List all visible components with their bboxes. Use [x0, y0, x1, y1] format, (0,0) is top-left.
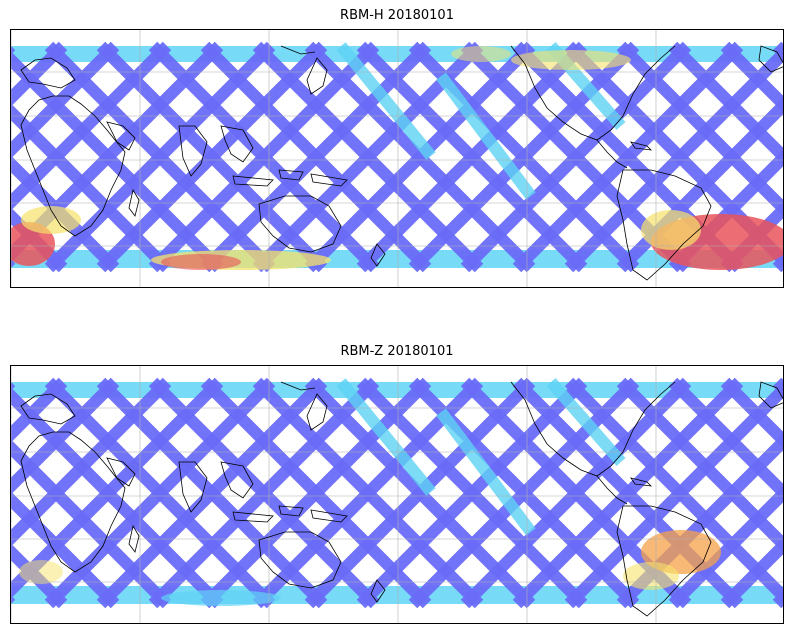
- swath-highlight: [336, 42, 436, 160]
- coastline: [630, 477, 653, 487]
- coastline: [596, 475, 628, 505]
- swath-layer: [11, 41, 783, 273]
- coastline: [370, 579, 386, 603]
- coastline: [616, 169, 712, 281]
- coastline: [128, 188, 140, 217]
- coastline: [20, 57, 76, 89]
- swath-map-top: [11, 30, 783, 287]
- coastline: [278, 505, 304, 517]
- coastline: [616, 505, 712, 617]
- map-panel-top: [10, 29, 784, 288]
- anomaly-layer: [19, 530, 721, 606]
- swath-ascending: [720, 377, 783, 449]
- swath-highlight: [546, 378, 626, 466]
- swath-ascending: [720, 41, 783, 113]
- swath-ascending: [668, 41, 783, 165]
- map-panel-bottom: [10, 365, 784, 624]
- coastlines: [20, 45, 783, 281]
- panel-title-top: RBM-H 20180101: [340, 8, 454, 23]
- coastline: [306, 393, 328, 431]
- coastline: [258, 195, 342, 253]
- coastline: [106, 121, 136, 151]
- anomaly-region: [511, 50, 631, 70]
- swath-ascending: [668, 377, 783, 501]
- coastline: [106, 457, 136, 487]
- coastline: [278, 169, 304, 181]
- coastline: [128, 524, 140, 553]
- coastline: [310, 509, 348, 523]
- anomaly-region: [641, 210, 701, 250]
- swath-map-bottom: [11, 366, 783, 623]
- coastlines: [20, 381, 783, 617]
- anomaly-layer: [11, 46, 783, 270]
- coastline: [758, 381, 783, 409]
- coastline: [758, 45, 783, 73]
- coastline: [220, 461, 254, 499]
- coastline: [178, 461, 208, 513]
- anomaly-region: [161, 590, 281, 606]
- gridlines: [11, 366, 783, 623]
- coastline: [232, 175, 274, 187]
- coastline: [232, 511, 274, 523]
- coastline: [306, 57, 328, 95]
- swath-highlight: [436, 408, 536, 536]
- gridlines: [11, 30, 783, 287]
- coastline: [596, 139, 628, 169]
- panel-title-bottom: RBM-Z 20180101: [340, 344, 454, 359]
- anomaly-region: [623, 562, 679, 590]
- coastline: [280, 381, 316, 391]
- coastline: [220, 125, 254, 163]
- swath-highlight: [436, 72, 536, 200]
- anomaly-region: [21, 206, 81, 234]
- coastline: [310, 173, 348, 187]
- coastline: [20, 95, 126, 237]
- coastline: [178, 125, 208, 177]
- coastline: [280, 45, 316, 55]
- coastline: [20, 393, 76, 425]
- coastline: [630, 141, 653, 151]
- coastline: [20, 431, 126, 573]
- swath-highlight: [336, 378, 436, 496]
- swath-descending: [720, 537, 783, 609]
- coastline: [258, 531, 342, 589]
- coastline: [370, 243, 386, 267]
- anomaly-region: [451, 46, 511, 62]
- anomaly-region: [161, 254, 241, 270]
- anomaly-region: [19, 560, 63, 584]
